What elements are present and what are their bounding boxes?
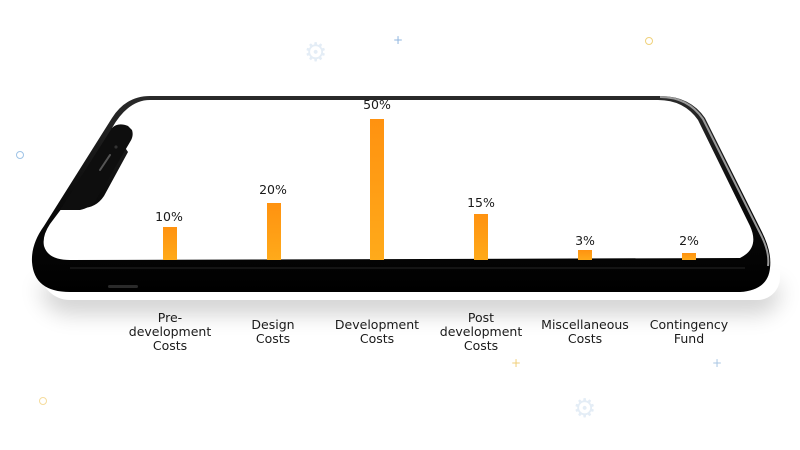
label-line: Contingency <box>649 317 729 332</box>
label-line: Costs <box>152 338 188 353</box>
category-label-design: Design Costs <box>218 318 328 346</box>
label-line: Fund <box>673 331 705 346</box>
label-line: Costs <box>359 331 395 346</box>
plus-decoration-icon: + <box>393 33 404 47</box>
gear-decoration-icon: ⚙ <box>304 38 328 68</box>
gear-decoration-icon: ⚙ <box>573 394 597 424</box>
value-label: 2% <box>679 233 699 248</box>
ring-decoration-icon <box>16 151 24 159</box>
value-label: 3% <box>575 233 595 248</box>
label-line: development <box>439 324 523 339</box>
bar-post-development <box>474 214 488 260</box>
category-label-post-development: Post development Costs <box>426 311 536 353</box>
value-label: 20% <box>259 182 287 197</box>
category-label-miscellaneous: Miscellaneous Costs <box>530 318 640 346</box>
label-line: Pre- <box>157 310 183 325</box>
plus-decoration-icon: + <box>511 356 522 370</box>
label-line: Costs <box>463 338 499 353</box>
ring-decoration-icon <box>645 37 653 45</box>
value-label: 50% <box>363 97 391 112</box>
category-label-contingency: Contingency Fund <box>634 318 744 346</box>
bar-contingency <box>682 253 696 260</box>
value-label: 15% <box>467 195 495 210</box>
bar-pre-development <box>163 227 177 260</box>
label-line: Costs <box>255 331 291 346</box>
label-line: development <box>128 324 212 339</box>
category-label-development: Development Costs <box>322 318 432 346</box>
bar-design <box>267 203 281 260</box>
ring-decoration-icon <box>39 397 47 405</box>
bar-development <box>370 119 384 260</box>
plus-decoration-icon: + <box>712 356 723 370</box>
bar-miscellaneous <box>578 250 592 260</box>
label-line: Costs <box>567 331 603 346</box>
label-line: Development <box>334 317 420 332</box>
category-label-pre-development: Pre- development Costs <box>115 311 225 353</box>
value-label: 10% <box>155 209 183 224</box>
label-line: Miscellaneous <box>541 317 629 332</box>
label-line: Design <box>251 317 295 332</box>
label-line: Post <box>467 310 495 325</box>
